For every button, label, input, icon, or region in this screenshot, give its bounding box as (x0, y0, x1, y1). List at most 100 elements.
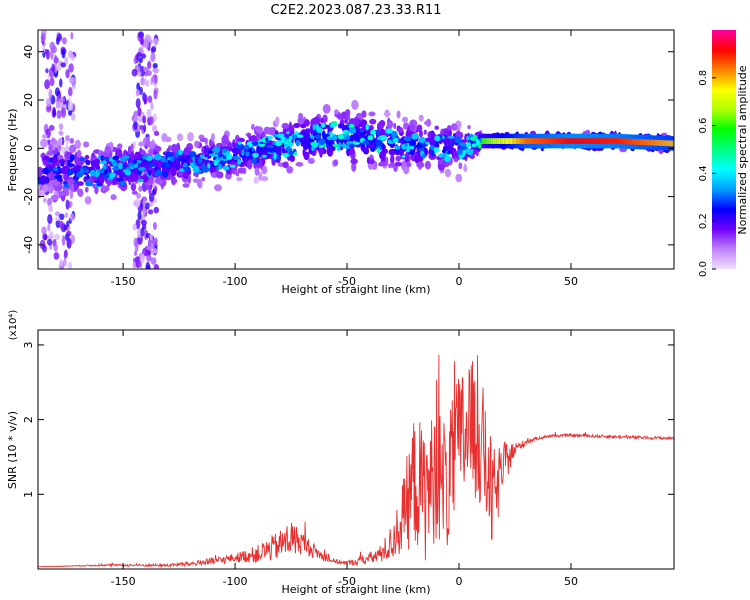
spectrogram-cell (104, 145, 111, 154)
spectrogram-band-core (605, 138, 608, 144)
spectrogram-band-core (606, 138, 609, 144)
spectrogram-peak (326, 136, 332, 141)
spectrogram-speckle (138, 262, 143, 268)
spectrogram-speckle (59, 96, 65, 104)
spectrogram-band-core (643, 139, 646, 146)
spectrogram-band-core (481, 138, 484, 144)
spectrogram-peak (442, 149, 446, 154)
spectrogram-cell (231, 147, 238, 153)
snr-ticks: -150 -100 -50 0 50 1 2 3 (22, 330, 674, 588)
spectrogram-band-core (578, 138, 581, 144)
spectrogram-y-tick-label: 20 (22, 93, 35, 107)
spectrogram-cell (40, 138, 48, 148)
spectrogram-cell (43, 183, 49, 193)
spectrogram-peak (348, 127, 357, 134)
spectrogram-cell (383, 111, 391, 116)
spectrogram-cell (194, 140, 200, 148)
spectrogram-peak (293, 151, 298, 156)
spectrogram-peak (403, 136, 412, 142)
spectrogram-peak (370, 147, 376, 152)
spectrogram-cell (402, 116, 409, 123)
spectrogram-speckle (70, 234, 76, 244)
spectrogram-cell (201, 177, 205, 182)
spectrogram-cell (390, 154, 395, 165)
spectrogram-cell (216, 142, 223, 148)
spectrogram-band-core (520, 138, 523, 144)
spectrogram-band-core (574, 138, 577, 144)
spectrogram-band-core (556, 138, 559, 144)
spectrogram-peak (272, 133, 278, 138)
spectrogram-speckle (56, 109, 62, 119)
spectrogram-peak (348, 143, 356, 149)
spectrogram-peak (415, 143, 423, 149)
spectrogram-band-core (572, 138, 575, 144)
spectrogram-peak (197, 157, 203, 164)
spectrogram-band-core (508, 138, 511, 144)
spectrogram-speckle (139, 253, 145, 264)
spectrogram-band-core (641, 139, 644, 146)
spectrogram-speckle (69, 213, 75, 222)
spectrogram-peak (311, 146, 315, 151)
spectrogram-peak (165, 162, 171, 169)
spectrogram-band-core (650, 139, 653, 146)
spectrogram-speckle (69, 138, 75, 144)
spectrogram-band-core (631, 138, 634, 145)
spectrogram-speckle (45, 105, 52, 113)
spectrogram-speckle (45, 68, 49, 74)
spectrogram-cell (130, 143, 134, 152)
spectrogram-peak (318, 144, 324, 149)
spectrogram-speckle (154, 186, 158, 192)
spectrogram-peak (111, 161, 117, 167)
spectrogram-cell (361, 110, 367, 118)
spectrogram-peak (237, 158, 242, 165)
spectrogram-x-tick-label: 0 (456, 275, 463, 288)
spectrogram-peak (258, 143, 266, 147)
spectrogram-cell (193, 178, 199, 183)
spectrogram-peak (309, 134, 314, 139)
spectrogram-speckle (144, 38, 150, 50)
spectrogram-cell (148, 148, 156, 156)
spectrogram-band-core (619, 138, 622, 145)
colorbar-label: Normalized spectral amplitude (736, 65, 749, 234)
spectrogram-speckle (58, 220, 64, 229)
spectrogram-speckle (49, 41, 56, 51)
spectrogram-peak (119, 156, 124, 160)
spectrogram-speckle (153, 130, 160, 137)
spectrogram-peak (296, 134, 304, 139)
spectrogram-peak (375, 139, 383, 147)
spectrogram-cell (464, 133, 468, 143)
spectrogram-cell (197, 178, 203, 186)
spectrogram-band-core (649, 139, 652, 146)
spectrogram-speckle (151, 124, 158, 133)
spectrogram-peak (129, 165, 135, 170)
spectrogram-cell (424, 160, 431, 170)
spectrogram-peak (222, 155, 227, 160)
spectrogram-peak (331, 123, 336, 127)
spectrogram-cell (48, 204, 53, 213)
spectrogram-cell (226, 142, 234, 148)
spectrogram-peak (219, 160, 226, 165)
spectrogram-cell (321, 130, 326, 139)
spectrogram-band-core (492, 138, 495, 144)
spectrogram-peak (221, 148, 228, 153)
spectrogram-cell (69, 144, 77, 153)
spectrogram-peak (258, 139, 263, 143)
spectrogram-speckle (140, 219, 147, 226)
spectrogram-speckle (131, 68, 138, 77)
spectrogram-speckle (153, 221, 157, 230)
spectrogram-cell (300, 140, 304, 147)
spectrogram-peak (443, 155, 451, 162)
spectrogram-peak (162, 170, 169, 178)
spectrogram-cell (258, 159, 263, 165)
spectrogram-band-core (626, 138, 629, 145)
spectrogram-speckle (56, 94, 60, 102)
spectrogram-speckle (152, 62, 158, 69)
spectrogram-peak (411, 133, 419, 140)
spectrogram-cell (138, 141, 145, 147)
spectrogram-band-core (528, 138, 531, 144)
spectrogram-y-axis-label: Frequency (Hz) (6, 109, 19, 192)
spectrogram-peak (446, 150, 452, 155)
snr-x-tick-label: 50 (564, 575, 578, 588)
spectrogram-peak (467, 150, 472, 154)
spectrogram-peak (376, 128, 381, 136)
